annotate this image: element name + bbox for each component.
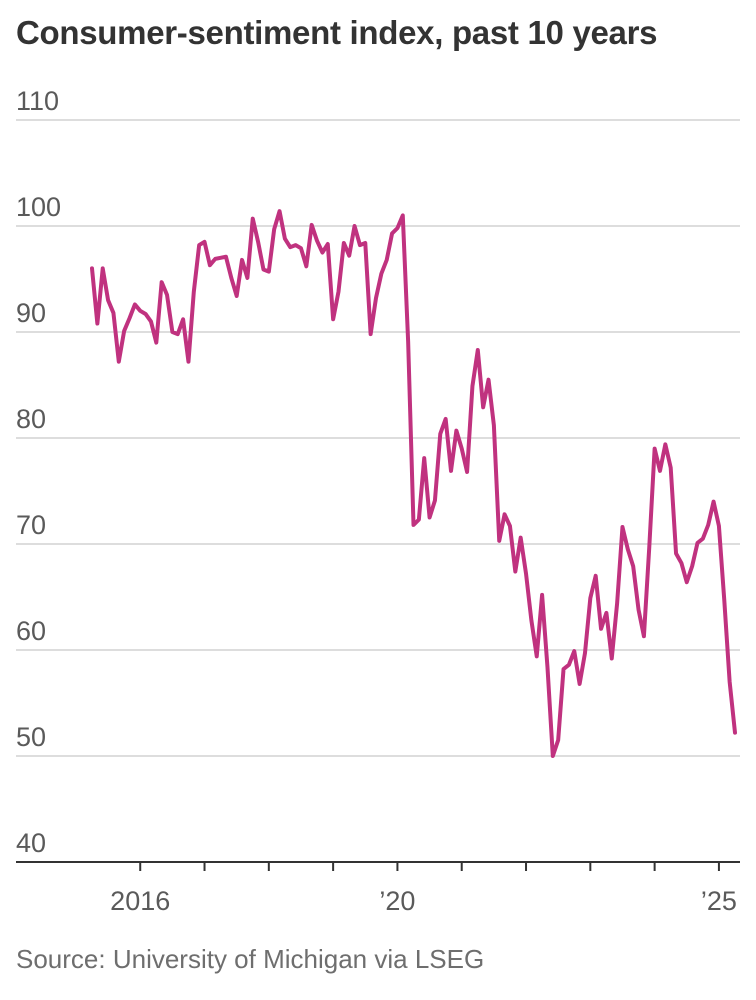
- series-line: [90, 209, 737, 758]
- y-tick-label-90: 90: [16, 298, 46, 328]
- x-axis-labels: 2016 ’20 ’25: [110, 886, 737, 916]
- x-tick-label-2020-01: ’20: [379, 886, 415, 916]
- y-tick-label-40: 40: [16, 828, 46, 858]
- x-tick-label-2016-01: 2016: [110, 886, 170, 916]
- x-axis-ticks: [139, 862, 720, 871]
- y-tick-label-110: 110: [16, 86, 59, 116]
- y-tick-label-100: 100: [16, 192, 61, 222]
- y-axis-labels: 40 50 60 70 80 90 100 110: [16, 86, 61, 858]
- y-tick-label-70: 70: [16, 510, 46, 540]
- y-tick-label-60: 60: [16, 616, 46, 646]
- gridlines: [16, 119, 740, 757]
- y-tick-label-50: 50: [16, 722, 46, 752]
- y-tick-label-80: 80: [16, 404, 46, 434]
- line-chart: 40 50 60 70 80 90 100 110 2016 ’20 ’25: [16, 86, 740, 916]
- chart-title: Consumer-sentiment index, past 10 years: [16, 14, 658, 51]
- source-note: Source: University of Michigan via LSEG: [16, 944, 485, 974]
- x-tick-label-2025-01: ’25: [701, 886, 737, 916]
